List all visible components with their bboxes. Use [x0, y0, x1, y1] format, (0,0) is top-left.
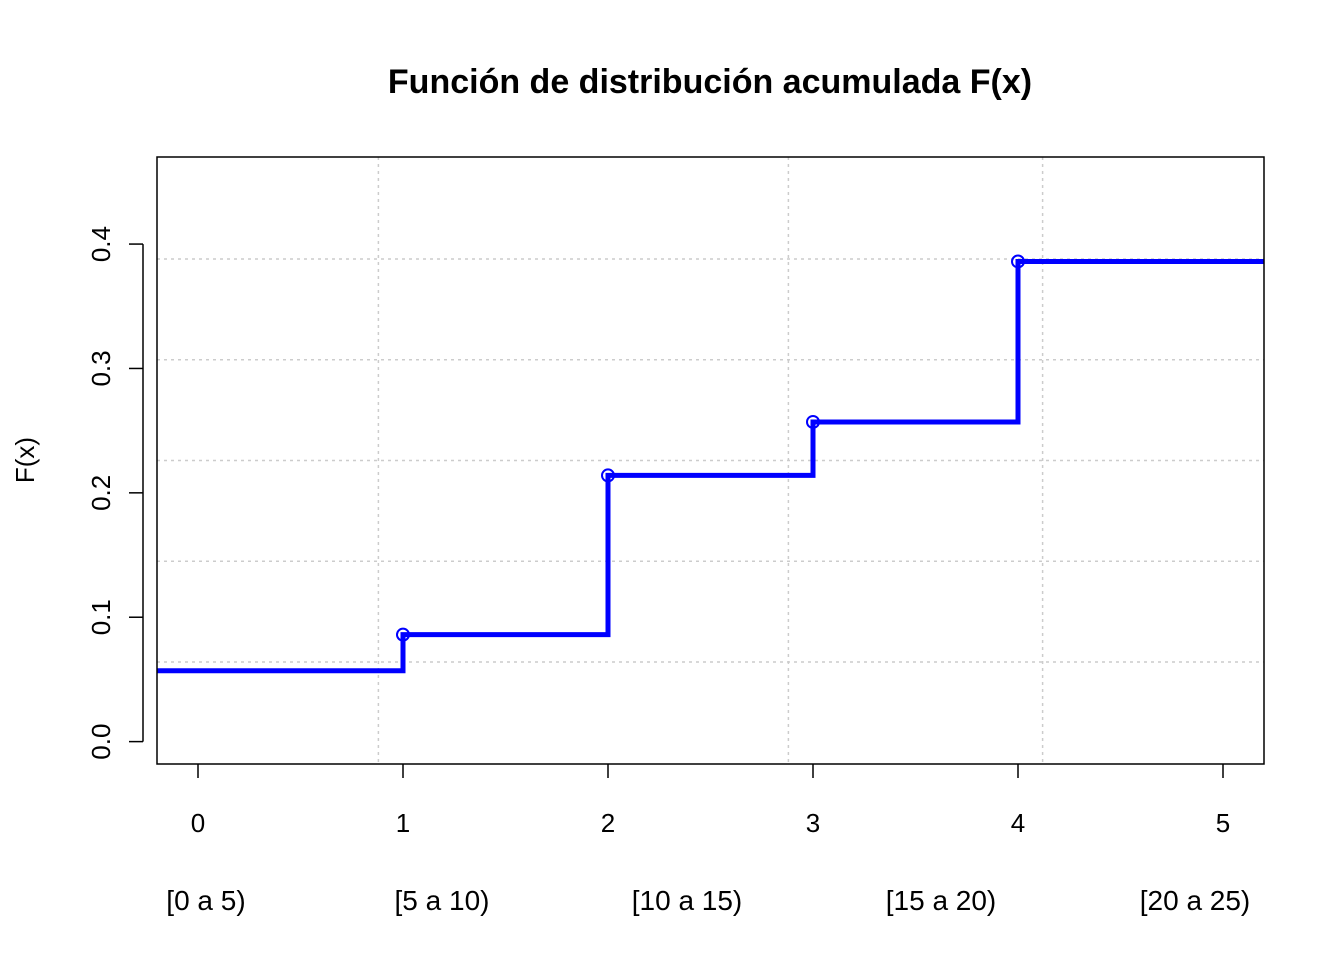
- cdf-jump-point: [601, 468, 615, 483]
- plot-frame: [156, 156, 1265, 765]
- y-axis-label: F(x): [10, 437, 40, 483]
- x-axis: 0 1 2 3 4 5: [191, 764, 1230, 838]
- y-tick-label: 0.2: [86, 475, 116, 511]
- category-label: [10 a 15): [632, 885, 743, 916]
- cdf-step-line: [157, 258, 1264, 674]
- y-tick-label: 0.1: [86, 599, 116, 635]
- y-tick-label: 0.0: [86, 724, 116, 760]
- x-tick-label: 1: [396, 808, 410, 838]
- category-label: [0 a 5): [166, 885, 245, 916]
- cdf-jump-point: [806, 414, 820, 429]
- data-series: [157, 254, 1264, 674]
- y-axis: 0.0 0.1 0.2 0.3 0.4: [86, 226, 144, 760]
- x-tick-label: 2: [601, 808, 615, 838]
- y-tick-label: 0.3: [86, 350, 116, 386]
- y-tick-label: 0.4: [86, 226, 116, 262]
- x-tick-label: 4: [1011, 808, 1025, 838]
- cdf-jump-point: [1011, 254, 1025, 269]
- chart-title: Función de distribución acumulada F(x): [388, 63, 1032, 101]
- grid: [157, 157, 1264, 764]
- category-label: [15 a 20): [886, 885, 997, 916]
- cdf-jump-point: [396, 627, 410, 642]
- category-label: [5 a 10): [395, 885, 490, 916]
- category-labels: [0 a 5) [5 a 10) [10 a 15) [15 a 20) [20 a 2…: [166, 885, 1250, 916]
- x-tick-label: 0: [191, 808, 205, 838]
- x-tick-label: 3: [806, 808, 820, 838]
- category-label: [20 a 25): [1140, 885, 1251, 916]
- x-tick-label: 5: [1216, 808, 1230, 838]
